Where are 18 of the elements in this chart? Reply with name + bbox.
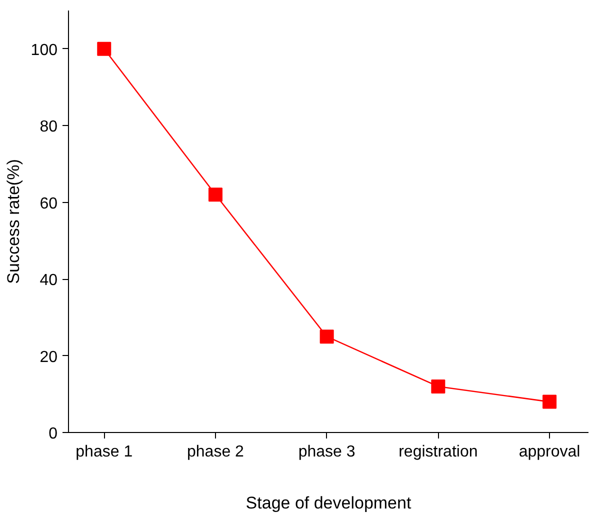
point (97, 42, 112, 56)
point (320, 330, 334, 344)
point (542, 394, 557, 409)
y-axis-title: Success rate(%) (4, 159, 23, 284)
x-tick-label: approval (518, 444, 580, 460)
y-tick-label: 20 (40, 348, 58, 366)
y-tick-label: 40 (40, 272, 58, 290)
y-tick-label: 100 (30, 42, 58, 59)
x-tick-label: phase 2 (187, 444, 244, 460)
y-tick-label: 60 (40, 195, 58, 212)
x-tick-label: registration (398, 444, 478, 460)
y-tick-label: 0 (48, 426, 58, 442)
x-axis-title: Stage of development (246, 494, 412, 512)
point (431, 379, 446, 394)
x-tick-label: phase 1 (76, 444, 133, 460)
x-tick-label: phase 3 (298, 444, 356, 460)
point (208, 188, 222, 202)
y-tick-label: 80 (40, 118, 58, 136)
